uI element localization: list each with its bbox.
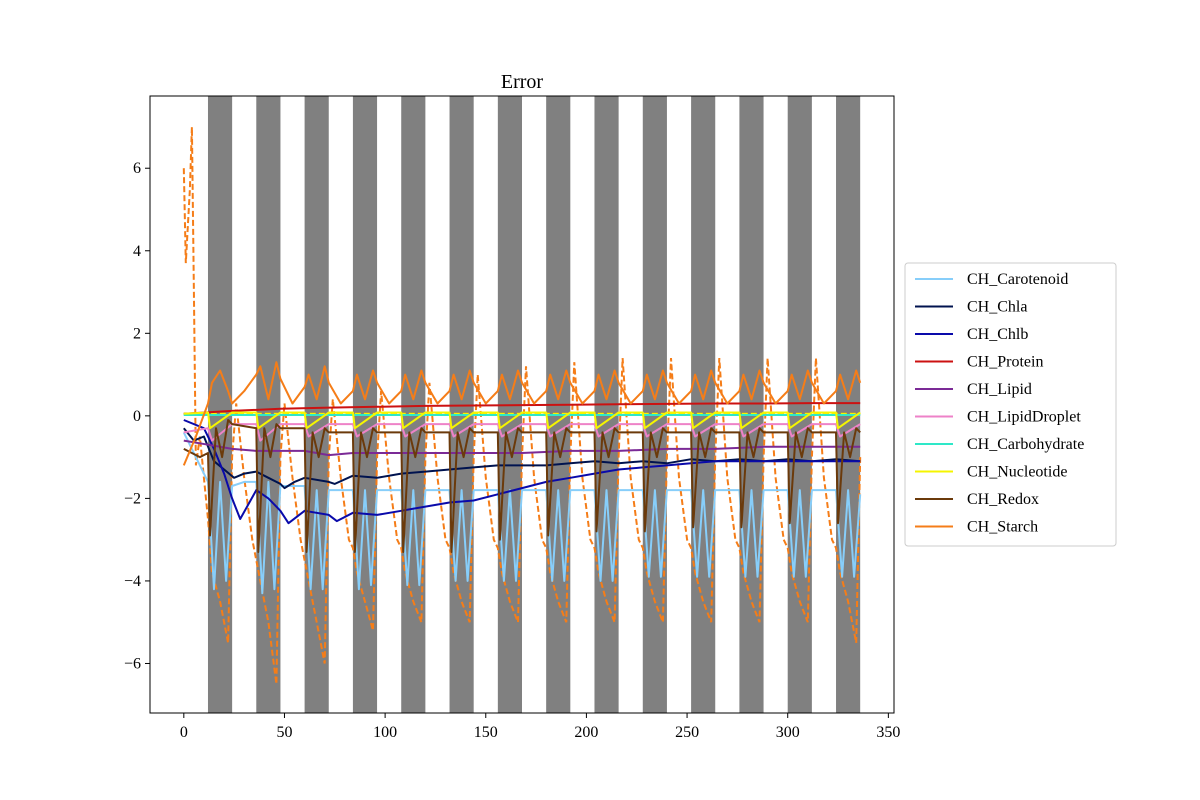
- dark-band-2: [304, 96, 329, 713]
- legend-label: CH_Lipid: [967, 381, 1032, 398]
- series-line-ch-starch: [182, 361, 862, 466]
- dark-band-12: [787, 96, 812, 713]
- legend-box: [904, 262, 1117, 547]
- x-tick-label: 100: [373, 724, 397, 741]
- dashed-series-0: [182, 126, 862, 685]
- x-tick-label: 250: [675, 724, 699, 741]
- y-tick-label: 6: [133, 160, 141, 177]
- chart-title: Error: [501, 71, 544, 93]
- legend-label: CH_Carotenoid: [967, 271, 1068, 288]
- y-tick-label: −6: [124, 655, 141, 672]
- series-line-ch-nucleotide: [183, 411, 861, 430]
- x-tick-label: 300: [776, 724, 800, 741]
- legend-label: CH_Starch: [967, 519, 1038, 536]
- series-line-ch-redox: [183, 419, 861, 553]
- legend-label: CH_Nucleotide: [967, 464, 1067, 481]
- dark-band-1: [256, 96, 281, 713]
- legend-label: CH_LipidDroplet: [967, 409, 1081, 426]
- series-line-ch-lipiddroplet: [183, 423, 861, 442]
- dark-band-3: [352, 96, 378, 713]
- legend-label: CH_Carbohydrate: [967, 436, 1084, 453]
- legend-label: CH_Protein: [967, 354, 1043, 371]
- y-tick-label: 0: [133, 408, 141, 425]
- y-tick-label: −4: [124, 573, 141, 590]
- y-axis: −6 −4 −2 0 2 4 6: [124, 160, 150, 672]
- series-line-ch-chlb: [183, 419, 861, 525]
- x-tick-label: 350: [876, 724, 900, 741]
- dark-band-11: [739, 96, 764, 713]
- series-layer: [182, 126, 862, 685]
- legend: CH_Carotenoid CH_Chla CH_Chlb CH_Protein CH_…: [904, 262, 1117, 547]
- dark-band-5: [449, 96, 474, 713]
- x-tick-label: 50: [276, 724, 292, 741]
- legend-label: CH_Chlb: [967, 326, 1028, 343]
- x-tick-label: 0: [180, 724, 188, 741]
- x-axis: 0 50 100 150 200 250 300 350: [180, 713, 900, 741]
- legend-label: CH_Chla: [967, 299, 1027, 316]
- series-line-ch-protein: [183, 402, 861, 415]
- plot-frame: [149, 95, 895, 714]
- legend-label: CH_Redox: [967, 491, 1039, 508]
- y-tick-label: 4: [133, 243, 141, 260]
- y-tick-label: −2: [124, 490, 141, 507]
- x-tick-label: 150: [474, 724, 498, 741]
- y-tick-label: 2: [133, 325, 141, 342]
- series-line-ch-carotenoid: [182, 431, 862, 595]
- x-tick-label: 200: [574, 724, 598, 741]
